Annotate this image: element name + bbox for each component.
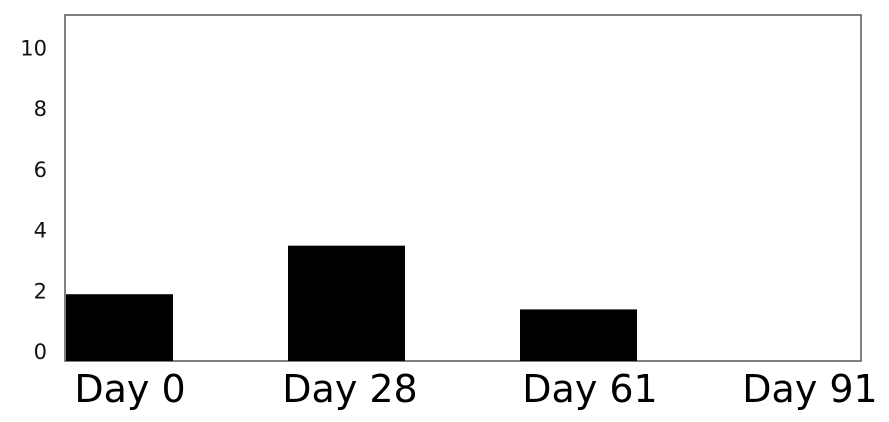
y-tick-label: 8	[34, 97, 47, 121]
y-tick-label: 6	[34, 158, 47, 182]
x-category-label: Day 61	[522, 367, 657, 411]
x-category-label: Day 0	[74, 367, 185, 411]
bar-day-61	[520, 309, 637, 361]
x-category-label: Day 28	[282, 367, 417, 411]
bar-day-0	[66, 294, 173, 361]
bar-day-28	[288, 245, 405, 361]
plot-frame	[64, 14, 862, 362]
y-tick-label: 4	[34, 219, 47, 243]
bars-group	[66, 245, 637, 361]
x-category-label: Day 91	[742, 367, 877, 411]
y-tick-labels: 0 2 4 6 8 10	[20, 36, 47, 364]
y-tick-label: 0	[34, 340, 47, 364]
x-category-labels: Day 0 Day 28 Day 61 Day 91	[74, 367, 877, 411]
y-tick-label: 10	[20, 36, 47, 60]
y-tick-label: 2	[34, 279, 47, 303]
